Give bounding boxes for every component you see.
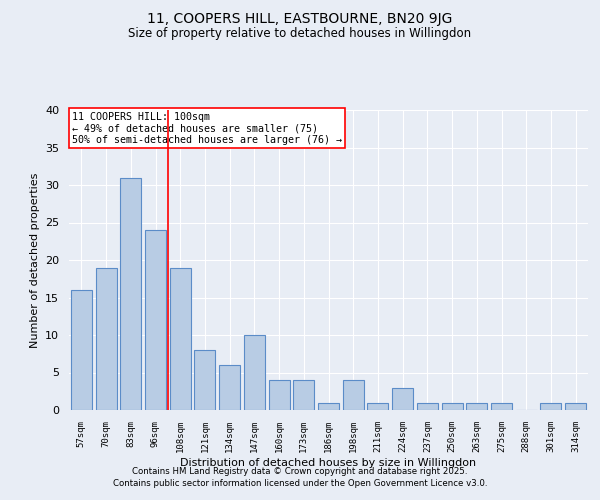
Bar xyxy=(269,380,290,410)
Y-axis label: Number of detached properties: Number of detached properties xyxy=(29,172,40,348)
Bar xyxy=(244,335,265,410)
Bar xyxy=(343,380,364,410)
Bar xyxy=(442,402,463,410)
Bar xyxy=(194,350,215,410)
Bar xyxy=(145,230,166,410)
Bar xyxy=(120,178,141,410)
Bar xyxy=(367,402,388,410)
Bar xyxy=(466,402,487,410)
Bar xyxy=(565,402,586,410)
Text: 11 COOPERS HILL: 100sqm
← 49% of detached houses are smaller (75)
50% of semi-de: 11 COOPERS HILL: 100sqm ← 49% of detache… xyxy=(71,112,341,144)
Bar xyxy=(71,290,92,410)
Bar xyxy=(318,402,339,410)
Bar xyxy=(293,380,314,410)
X-axis label: Distribution of detached houses by size in Willingdon: Distribution of detached houses by size … xyxy=(181,458,476,468)
Bar xyxy=(417,402,438,410)
Text: Size of property relative to detached houses in Willingdon: Size of property relative to detached ho… xyxy=(128,28,472,40)
Bar xyxy=(541,402,562,410)
Bar xyxy=(95,268,116,410)
Bar xyxy=(219,365,240,410)
Bar xyxy=(491,402,512,410)
Text: 11, COOPERS HILL, EASTBOURNE, BN20 9JG: 11, COOPERS HILL, EASTBOURNE, BN20 9JG xyxy=(148,12,452,26)
Bar xyxy=(392,388,413,410)
Bar xyxy=(170,268,191,410)
Text: Contains public sector information licensed under the Open Government Licence v3: Contains public sector information licen… xyxy=(113,478,487,488)
Text: Contains HM Land Registry data © Crown copyright and database right 2025.: Contains HM Land Registry data © Crown c… xyxy=(132,467,468,476)
